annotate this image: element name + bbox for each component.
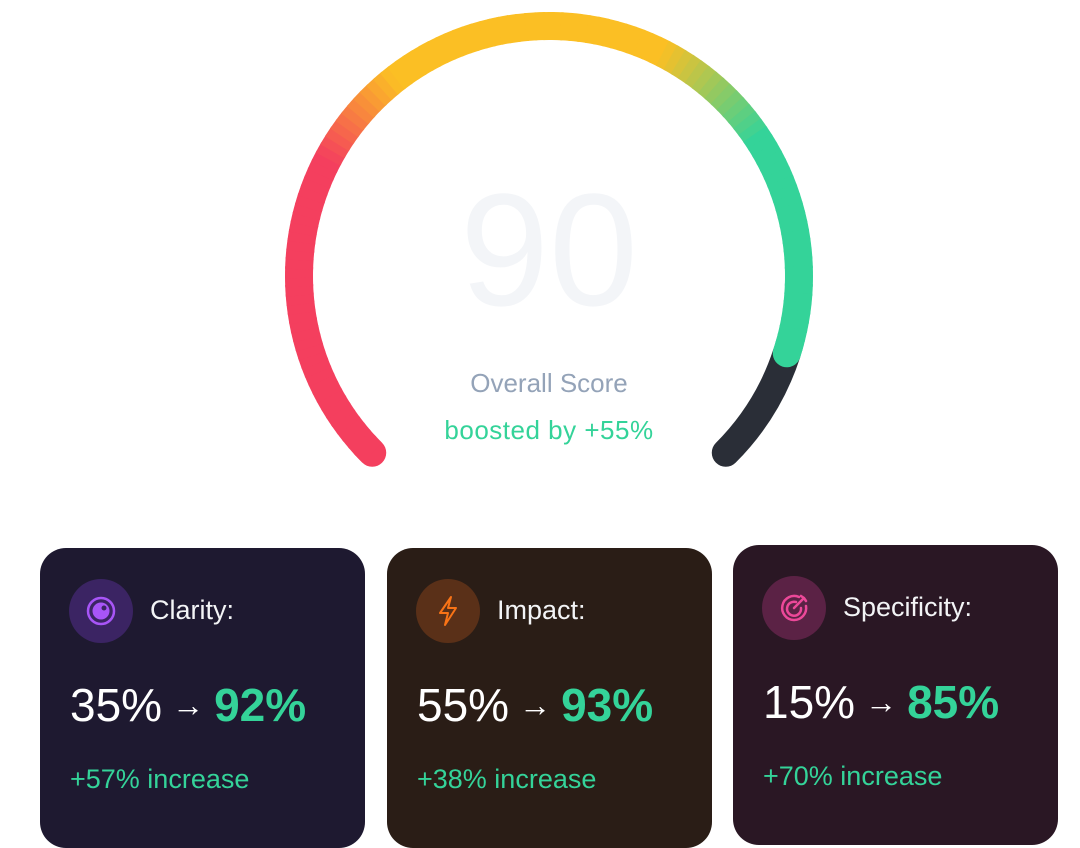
eye-icon-badge (69, 579, 133, 643)
increase-text: +38% increase (417, 764, 596, 795)
increase-text: +70% increase (763, 761, 942, 792)
increase-text: +57% increase (70, 764, 249, 795)
target-icon (777, 591, 811, 625)
impact-card: Impact: 55% → 93% +38% increase (387, 548, 712, 848)
score-value: 90 (0, 170, 1080, 330)
arrow-icon: → (172, 687, 204, 723)
score-change: 55% → 93% (417, 678, 653, 732)
score-before: 55% (417, 679, 509, 731)
boost-text: boosted by +55% (0, 415, 1080, 446)
specificity-card: Specificity: 15% → 85% +70% increase (733, 545, 1058, 845)
score-after: 85% (907, 676, 999, 728)
arrow-icon: → (519, 687, 551, 723)
score-change: 35% → 92% (70, 678, 306, 732)
lightning-icon (433, 594, 463, 628)
target-icon-badge (762, 576, 826, 640)
gauge-fill-end (787, 342, 790, 353)
clarity-card: Clarity: 35% → 92% +57% increase (40, 548, 365, 848)
lightning-icon-badge (416, 579, 480, 643)
card-title: Specificity: (843, 592, 972, 623)
score-before: 35% (70, 679, 162, 731)
overall-score-label: Overall Score (0, 368, 1080, 399)
score-before: 15% (763, 676, 855, 728)
card-title: Impact: (497, 595, 586, 626)
card-title: Clarity: (150, 595, 234, 626)
arrow-icon: → (865, 684, 897, 720)
score-after: 93% (561, 679, 653, 731)
eye-icon (84, 594, 118, 628)
score-after: 92% (214, 679, 306, 731)
score-change: 15% → 85% (763, 675, 999, 729)
